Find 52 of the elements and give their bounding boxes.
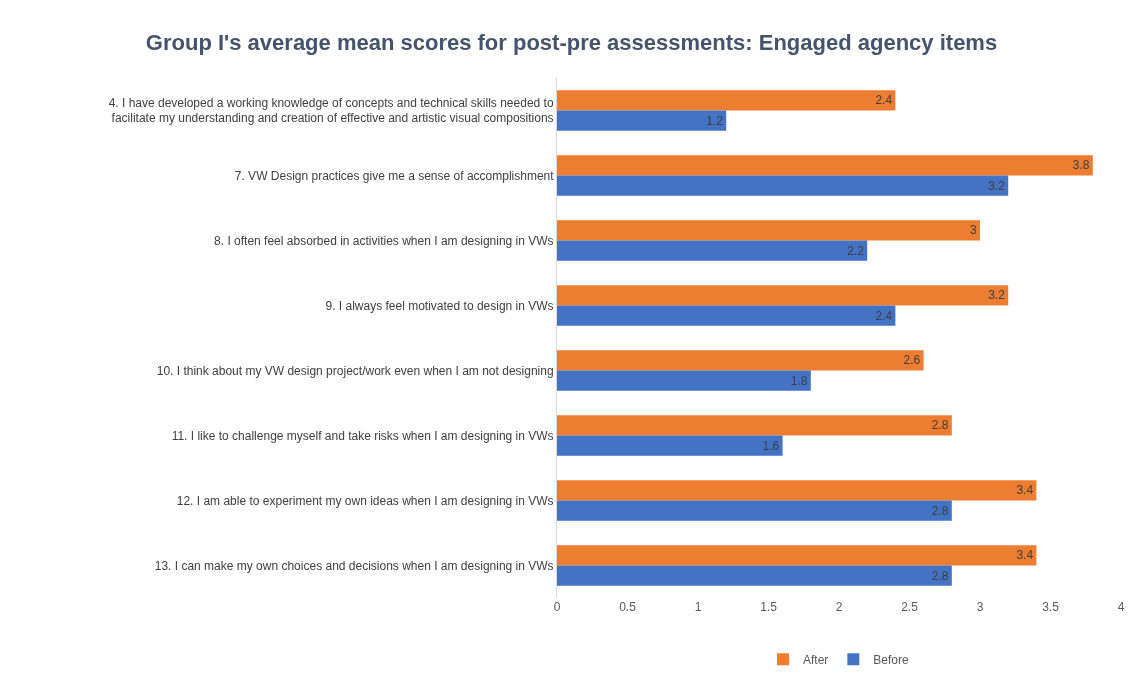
bar [557, 240, 868, 261]
bar [557, 175, 1009, 196]
y-tick-label: 13. I can make my own choices and decisions when I am designing in VWs [154, 558, 554, 573]
bar [557, 285, 1009, 306]
y-tick-label: 10. I think about my VW design project/work even when I am not designing [156, 363, 554, 378]
x-tick-label: 1.5 [760, 600, 778, 614]
data-label: 2.4 [875, 93, 893, 108]
x-tick-label: 4 [1117, 600, 1125, 614]
x-tick-label: 0 [553, 600, 561, 614]
x-tick-label: 3 [976, 600, 984, 614]
bar [557, 90, 896, 111]
data-label: 2.4 [875, 308, 893, 323]
bar [557, 415, 952, 436]
data-label: 3.8 [1072, 158, 1090, 173]
bar [557, 370, 811, 391]
y-tick-label: 9. I always feel motivated to design in VWs [325, 298, 554, 313]
y-tick-label: 4. I have developed a working knowledge of concepts and technical skills needed to facilitate my understanding and creation of effective and artistic visual compositions [108, 95, 554, 126]
bar [557, 480, 1037, 501]
bar [557, 500, 952, 521]
bar [557, 565, 952, 586]
data-label: 2.2 [847, 243, 865, 258]
x-tick-label: 0.5 [619, 600, 637, 614]
data-label: 3 [970, 223, 977, 238]
legend-label: Before [873, 652, 910, 667]
data-label: 2.8 [931, 568, 949, 583]
data-label: 3.4 [1016, 483, 1034, 498]
data-label: 3.2 [988, 178, 1006, 193]
data-label: 3.2 [988, 288, 1006, 303]
bar [557, 350, 924, 371]
data-label: 2.8 [931, 503, 949, 518]
bar [557, 220, 980, 241]
bar [557, 110, 727, 131]
legend-label: After [803, 652, 829, 667]
bar [557, 305, 896, 326]
y-tick-label: 12. I am able to experiment my own ideas when I am designing in VWs [176, 493, 554, 508]
x-tick-label: 3.5 [1042, 600, 1060, 614]
x-tick-label: 1 [694, 600, 702, 614]
chart-title: Group I's average mean scores for post-pre assessments: Engaged agency items [145, 29, 998, 55]
bar [557, 155, 1093, 176]
bar [557, 435, 783, 456]
data-label: 2.6 [903, 353, 921, 368]
data-label: 1.8 [790, 373, 808, 388]
x-tick-label: 2 [835, 600, 843, 614]
data-label: 2.8 [931, 418, 949, 433]
x-tick-label: 2.5 [901, 600, 919, 614]
data-label: 1.6 [762, 438, 780, 453]
bar [557, 545, 1037, 566]
y-tick-label: 8. I often feel absorbed in activities when I am designing in VWs [214, 233, 554, 248]
data-label: 1.2 [706, 113, 724, 128]
y-tick-label: 11. I like to challenge myself and take risks when I am designing in VWs [171, 428, 554, 443]
data-label: 3.4 [1016, 548, 1034, 563]
y-tick-label: 7. VW Design practices give me a sense of accomplishment [234, 168, 555, 183]
